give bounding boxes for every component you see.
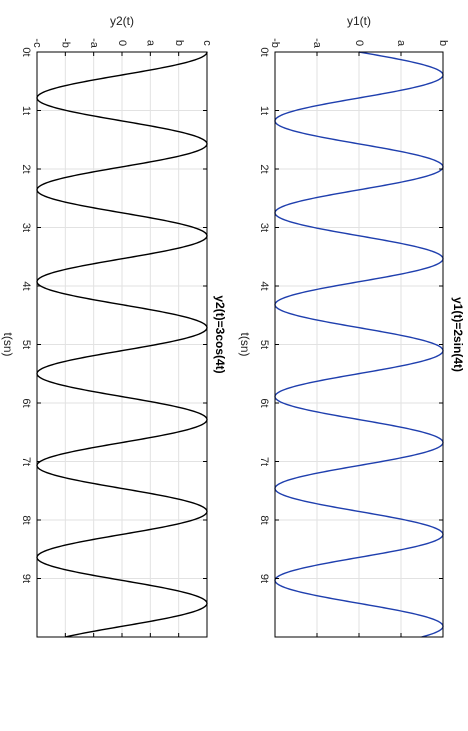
x-tick-label: 8t	[20, 515, 32, 524]
y-axis-label: y1(t)	[347, 14, 371, 28]
x-tick-label: 6t	[20, 398, 32, 407]
x-axis-label: t(sn)	[1, 333, 15, 357]
y-tick-label: -b	[269, 38, 281, 48]
x-axis-label: t(sn)	[238, 333, 252, 357]
x-tick-label: 3t	[258, 223, 270, 232]
y-tick-label: -a	[88, 38, 100, 49]
x-tick-label: 0t	[20, 47, 32, 56]
x-tick-label: 4t	[258, 281, 270, 290]
x-tick-label: 1t	[258, 106, 270, 115]
x-tick-label: 1t	[20, 106, 32, 115]
x-tick-label: 2t	[258, 164, 270, 173]
series-line	[36, 51, 208, 638]
chart-title: y1(t)=2sin(4t)	[451, 297, 465, 372]
x-tick-label: 6t	[258, 398, 270, 407]
x-tick-label: 2t	[20, 164, 32, 173]
y-tick-label: 0	[116, 40, 128, 46]
y-tick-label: -b	[59, 38, 71, 48]
y-tick-label: b	[437, 40, 449, 46]
y-tick-label: 0	[353, 40, 365, 46]
y-tick-label: -c	[31, 38, 43, 48]
x-tick-label: 7t	[20, 457, 32, 466]
x-tick-label: 3t	[20, 223, 32, 232]
y-tick-label: a	[395, 40, 407, 47]
x-tick-label: 8t	[258, 515, 270, 524]
x-tick-label: 5t	[258, 340, 270, 349]
x-tick-label: 0t	[258, 47, 270, 56]
x-tick-label: 9t	[258, 574, 270, 583]
x-tick-label: 5t	[20, 340, 32, 349]
y-tick-label: b	[173, 40, 185, 46]
chart-title: y2(t)=3cos(4t)	[213, 295, 227, 373]
x-tick-label: 9t	[20, 574, 32, 583]
y-tick-label: a	[144, 40, 156, 47]
chart-1: 0t 1t 2t 3t 4t 5t 6t 7t 8t 9t -b -a 0 a b y1(t) t(sn) y1(…	[238, 14, 465, 638]
y-tick-label: c	[201, 40, 213, 46]
x-tick-label: 4t	[20, 281, 32, 290]
y-tick-label: -a	[311, 38, 323, 49]
x-tick-label: 7t	[258, 457, 270, 466]
series-line	[274, 51, 444, 638]
chart-2: 0t 1t 2t 3t 4t 5t 6t 7t 8t 9t -c -b -a 0 a b c y2(t) t(sn)…	[1, 14, 227, 638]
y-axis-label: y2(t)	[110, 14, 134, 28]
